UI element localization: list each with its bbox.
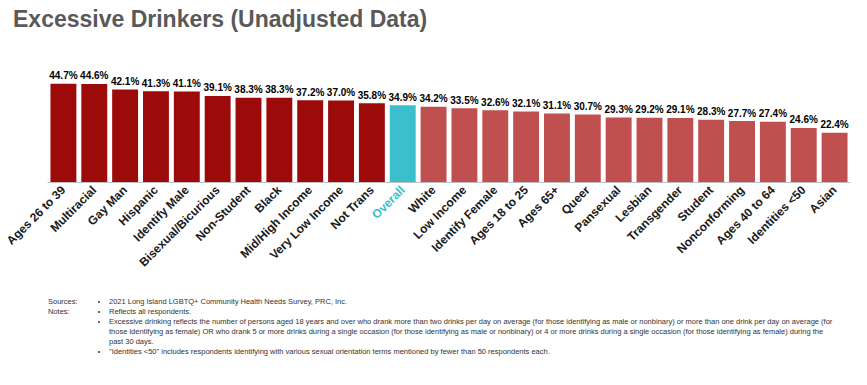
svg-text:29.2%: 29.2% [635,104,663,115]
svg-text:Queer: Queer [558,183,593,218]
svg-text:Gay Man: Gay Man [84,183,131,229]
svg-text:38.3%: 38.3% [265,84,293,95]
svg-text:Bisexual/Bicurious: Bisexual/Bicurious [136,183,223,270]
svg-text:Ages 18 to 25: Ages 18 to 25 [466,183,532,248]
svg-text:Identities <50: Identities <50 [745,183,809,247]
svg-text:Mid/High Income: Mid/High Income [237,183,316,261]
svg-text:Lesbian: Lesbian [612,183,655,225]
svg-text:27.7%: 27.7% [728,108,756,119]
svg-text:32.6%: 32.6% [481,97,509,108]
svg-text:44.6%: 44.6% [80,70,108,81]
svg-text:Identify Female: Identify Female [428,183,501,255]
svg-text:Multiracial: Multiracial [47,183,99,235]
svg-text:38.3%: 38.3% [234,84,262,95]
svg-text:Very Low Income: Very Low Income [266,183,346,263]
html-text:"Identities <50" includes resp: "Identities <50" includes respondents id… [109,347,550,356]
svg-text:31.1%: 31.1% [543,100,571,111]
svg-text:Asian: Asian [807,183,840,216]
svg-text:35.8%: 35.8% [358,90,386,101]
svg-text:44.7%: 44.7% [49,70,77,81]
svg-text:Black: Black [251,183,285,216]
svg-text:Ages 40 to 64: Ages 40 to 64 [713,183,778,248]
svg-text:37.0%: 37.0% [327,87,355,98]
svg-text:33.5%: 33.5% [450,95,478,106]
svg-text:Not Trans: Not Trans [328,183,377,232]
svg-text:30.7%: 30.7% [574,101,602,112]
svg-text:37.2%: 37.2% [296,87,324,98]
svg-text:Non-Student: Non-Student [193,183,254,244]
svg-text:Overall: Overall [369,183,408,222]
svg-text:Hispanic: Hispanic [115,183,161,229]
svg-text:24.6%: 24.6% [790,114,818,125]
svg-text:Transgender: Transgender [624,183,686,244]
svg-text:41.1%: 41.1% [173,78,201,89]
html-text:Sources:: Sources: [48,297,78,306]
svg-text:22.4%: 22.4% [820,119,848,130]
svg-text:Ages 65+: Ages 65+ [515,183,562,230]
svg-text:34.2%: 34.2% [419,93,447,104]
svg-text:39.1%: 39.1% [203,82,231,93]
svg-text:Excessive Drinkers (Unadjusted: Excessive Drinkers (Unadjusted Data) [13,6,427,32]
svg-text:29.1%: 29.1% [666,104,694,115]
svg-text:Low Income: Low Income [410,183,470,242]
html-text:2021 Long Island LGBTQ+ Commun: 2021 Long Island LGBTQ+ Community Health… [109,297,348,306]
svg-text:28.3%: 28.3% [697,106,725,117]
svg-text:29.3%: 29.3% [604,104,632,115]
html-text:Excessive drinking reflects th: Excessive drinking reflects the number o… [109,317,833,346]
svg-text:Pansexual: Pansexual [572,183,624,235]
svg-text:41.3%: 41.3% [142,78,170,89]
svg-text:Ages 26 to 39: Ages 26 to 39 [3,183,69,248]
svg-text:Nonconforming: Nonconforming [674,183,747,256]
svg-text:34.9%: 34.9% [389,92,417,103]
svg-text:White: White [405,183,439,216]
svg-text:Student: Student [674,183,717,225]
html-text:Notes:: Notes: [48,307,70,316]
svg-text:42.1%: 42.1% [111,76,139,87]
svg-text:32.1%: 32.1% [512,98,540,109]
svg-text:Identify Male: Identify Male [130,183,192,245]
html-text:Reflects all respondents.: Reflects all respondents. [109,307,192,316]
svg-text:27.4%: 27.4% [759,108,787,119]
